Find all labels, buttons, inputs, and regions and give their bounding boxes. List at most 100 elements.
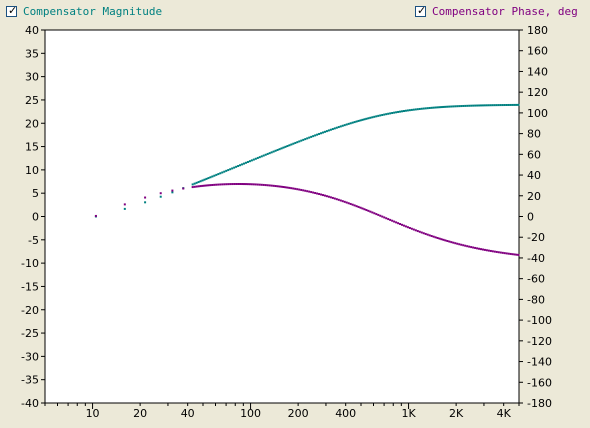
phase-point: [375, 213, 378, 216]
phase-point: [404, 225, 407, 228]
magnitude-point: [432, 106, 435, 109]
magnitude-point: [300, 139, 303, 142]
phase-point: [480, 248, 482, 251]
magnitude-point: [320, 132, 323, 135]
magnitude-point: [294, 141, 297, 144]
magnitude-point: [237, 165, 240, 168]
magnitude-checkbox[interactable]: ✓: [6, 4, 17, 17]
magnitude-point: [264, 153, 267, 156]
y-right-tick-label: 100: [527, 107, 548, 120]
magnitude-point: [191, 183, 194, 186]
phase-point: [94, 214, 97, 217]
magnitude-point: [383, 113, 386, 116]
phase-point: [195, 185, 198, 188]
phase-point: [487, 249, 490, 252]
phase-point: [341, 200, 344, 203]
phase-point: [274, 185, 277, 188]
magnitude-point: [341, 124, 344, 127]
magnitude-point: [252, 158, 255, 161]
phase-point: [458, 243, 461, 246]
magnitude-point: [310, 135, 313, 138]
magnitude-point: [260, 155, 263, 158]
magnitude-point: [458, 105, 461, 108]
phase-point: [387, 218, 390, 221]
y-left-tick-label: 35: [25, 47, 39, 60]
magnitude-point: [314, 134, 317, 137]
magnitude-point: [276, 148, 279, 151]
phase-point: [462, 244, 465, 247]
y-left-tick-label: 20: [25, 117, 39, 130]
magnitude-point: [422, 107, 425, 110]
phase-point: [402, 224, 405, 227]
phase-point: [383, 216, 386, 219]
magnitude-point: [460, 105, 463, 108]
magnitude-point: [401, 110, 403, 113]
phase-point: [308, 190, 311, 193]
magnitude-point: [329, 128, 332, 131]
phase-point: [476, 247, 479, 250]
phase-point: [418, 230, 421, 233]
phase-point: [199, 185, 202, 188]
phase-point: [268, 184, 271, 187]
phase-point: [327, 195, 330, 198]
phase-point: [444, 239, 447, 242]
magnitude-point: [501, 104, 504, 107]
magnitude-point: [509, 103, 512, 106]
phase-point: [290, 187, 293, 190]
magnitude-point: [424, 107, 427, 110]
x-tick-label: 400: [335, 407, 356, 420]
phase-point: [414, 229, 417, 232]
phase-point: [442, 238, 445, 241]
phase-point: [393, 220, 396, 223]
phase-point: [243, 183, 245, 186]
magnitude-point: [268, 152, 271, 155]
y-right-tick-label: -60: [527, 273, 545, 286]
magnitude-point: [205, 177, 208, 180]
magnitude-point: [497, 104, 500, 107]
phase-checkbox[interactable]: ✓: [415, 4, 426, 17]
phase-point: [280, 185, 283, 188]
y-left-tick-label: -40: [21, 397, 39, 410]
magnitude-point: [322, 131, 324, 134]
y-right-tick-label: 80: [527, 128, 541, 141]
y-left-tick-label: 15: [25, 141, 39, 154]
phase-point: [517, 253, 520, 256]
phase-point: [391, 219, 394, 222]
y-left-tick-label: 5: [32, 187, 39, 200]
phase-point: [495, 250, 498, 253]
phase-point: [209, 184, 212, 187]
legend-phase[interactable]: ✓ Compensator Phase, deg: [415, 3, 578, 19]
phase-point: [395, 221, 398, 224]
magnitude-point: [266, 152, 269, 155]
x-tick-label: 10: [86, 407, 100, 420]
y-right-tick-label: -140: [527, 356, 552, 369]
magnitude-series: [94, 103, 520, 218]
y-right-tick-label: 0: [527, 211, 534, 224]
phase-point: [505, 252, 508, 255]
y-right-tick-label: -100: [527, 314, 552, 327]
magnitude-point: [347, 122, 350, 125]
magnitude-point: [359, 119, 362, 122]
magnitude-point: [282, 146, 285, 149]
left-axis: 40 35 30 25 20 15 10 5 0 -5 -10 -15 -20 -25 -30 -35 -40: [21, 24, 45, 410]
legend-magnitude[interactable]: ✓ Compensator Magnitude: [6, 3, 162, 19]
phase-point: [406, 226, 409, 229]
phase-point: [266, 184, 269, 187]
magnitude-point: [227, 169, 230, 172]
phase-point: [282, 186, 285, 189]
magnitude-point: [416, 108, 419, 111]
magnitude-point: [452, 105, 455, 108]
y-left-tick-label: 30: [25, 71, 39, 84]
magnitude-point: [235, 165, 238, 168]
phase-point: [456, 242, 459, 245]
phase-point: [485, 249, 488, 252]
magnitude-point: [440, 106, 443, 109]
magnitude-point: [355, 120, 358, 123]
magnitude-point: [290, 143, 293, 146]
phase-point: [310, 191, 313, 194]
phase-point: [241, 183, 244, 186]
magnitude-point: [462, 104, 465, 107]
magnitude-point: [406, 109, 409, 112]
phase-point: [410, 227, 413, 230]
phase-point: [401, 223, 403, 226]
